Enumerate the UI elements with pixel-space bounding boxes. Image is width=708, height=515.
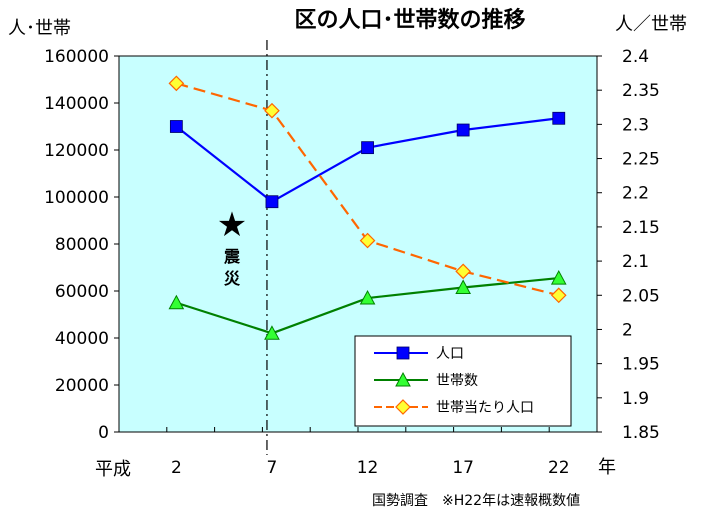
y-right-tick-label: 1.85 — [622, 423, 660, 443]
series-point-2 — [550, 287, 567, 304]
legend-marker-2 — [395, 399, 411, 415]
y-right-tick-label: 1.95 — [622, 355, 660, 375]
x-tick-label: 2 — [171, 458, 182, 478]
y-right-tick-label: 2.25 — [622, 150, 660, 170]
legend-label-1: 世帯数 — [436, 373, 478, 389]
legend-marker-1 — [395, 371, 411, 387]
data-series — [168, 75, 567, 340]
y-right-tick-label: 2.2 — [622, 184, 649, 204]
legend-label-0: 人口 — [436, 346, 464, 362]
series-point-0 — [456, 123, 470, 137]
series-point-2 — [455, 263, 472, 280]
y-left-tick-label: 20000 — [55, 376, 109, 396]
series-point-0 — [361, 141, 374, 155]
event-star-icon: ★ — [217, 205, 247, 245]
series-point-1 — [264, 325, 280, 340]
y-axis-right-label: 人／世帯 — [615, 14, 687, 35]
series-point-0 — [169, 120, 183, 133]
y-left-tick-label: 100000 — [44, 188, 109, 208]
y-right-tick-label: 2.4 — [622, 47, 649, 67]
x-axis-unit-label: 年 — [598, 457, 616, 478]
series-point-1 — [168, 294, 185, 310]
chart-title: 区の人口･世帯数の推移 — [294, 7, 525, 33]
series-point-2 — [168, 75, 185, 92]
series-point-0 — [265, 195, 279, 209]
y-left-tick-label: 0 — [98, 423, 109, 443]
y-axis-left-label: 人･世帯 — [8, 18, 71, 39]
y-right-tick-label: 2.35 — [622, 81, 660, 101]
x-tick-label: 17 — [452, 458, 474, 478]
y-left-tick-label: 120000 — [44, 141, 109, 161]
legend-label-2: 世帯当たり人口 — [436, 400, 534, 416]
footnote: 国勢調査 ※H22年は速報概数値 — [372, 493, 580, 509]
axis-ticks: 0 20000 40000 60000 80000 100000 120000 140000 1… — [44, 47, 660, 478]
y-right-tick-label: 2 — [622, 320, 633, 340]
y-right-tick-label: 2.05 — [622, 286, 660, 306]
y-right-tick-label: 2.3 — [622, 115, 649, 135]
x-axis-prefix-label: 平成 — [95, 459, 131, 480]
series-point-0 — [552, 111, 566, 125]
event-label-char: 災 — [224, 269, 241, 288]
series-point-1 — [359, 289, 376, 305]
series-point-1 — [455, 279, 471, 294]
x-tick-label: 7 — [267, 458, 278, 478]
series-point-2 — [359, 232, 376, 249]
series-point-2 — [264, 102, 280, 119]
y-left-tick-label: 80000 — [55, 235, 109, 255]
x-tick-label: 22 — [548, 458, 570, 478]
y-left-tick-label: 60000 — [55, 282, 109, 302]
y-right-tick-label: 2.15 — [622, 218, 660, 238]
y-left-tick-label: 140000 — [44, 94, 109, 114]
event-label-char: 震 — [223, 247, 241, 266]
y-right-tick-label: 2.1 — [622, 252, 649, 272]
y-left-tick-label: 160000 — [44, 47, 109, 67]
series-point-1 — [550, 270, 567, 285]
y-left-tick-label: 40000 — [55, 329, 109, 349]
x-tick-label: 12 — [357, 458, 379, 478]
legend-marker-0 — [396, 346, 410, 360]
y-right-tick-label: 1.9 — [622, 389, 649, 409]
